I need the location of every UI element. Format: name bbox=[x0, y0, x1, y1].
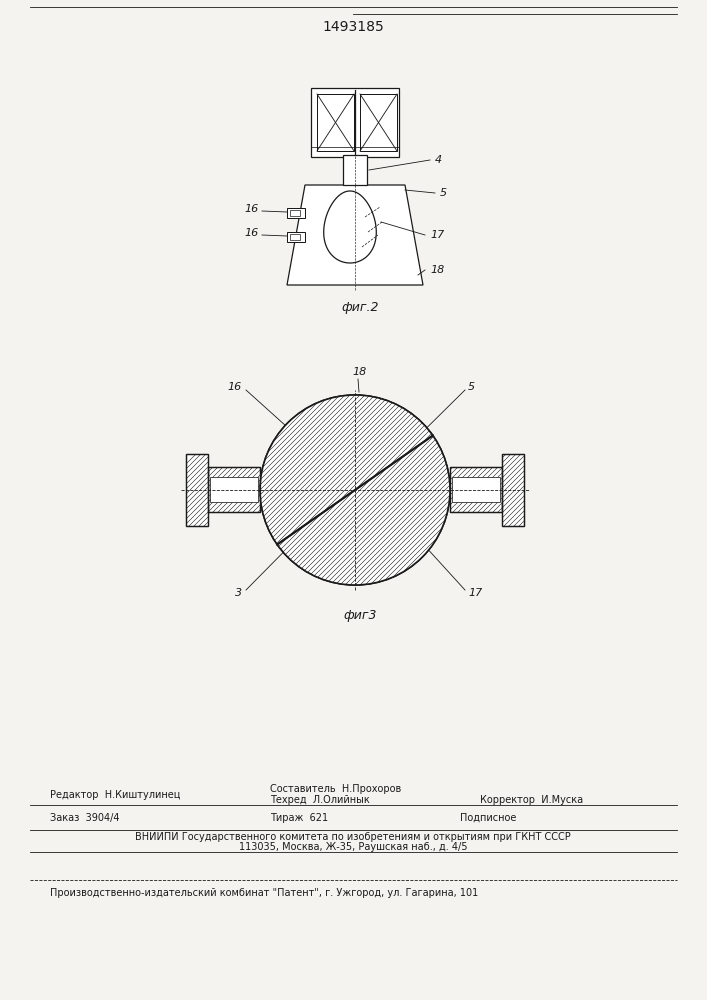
Bar bbox=[450, 467, 502, 512]
Bar bbox=[287, 208, 305, 218]
Text: ВНИИПИ Государственного комитета по изобретениям и открытиям при ГКНТ СССР: ВНИИПИ Государственного комитета по изоб… bbox=[135, 832, 571, 842]
Text: 16: 16 bbox=[245, 204, 259, 214]
Bar bbox=[287, 232, 305, 242]
Text: Составитель  Н.Прохоров: Составитель Н.Прохоров bbox=[270, 784, 402, 794]
Bar bbox=[186, 454, 208, 526]
Text: 18: 18 bbox=[430, 265, 444, 275]
Bar bbox=[290, 234, 300, 240]
Text: 17: 17 bbox=[468, 588, 482, 598]
Text: 5: 5 bbox=[468, 382, 475, 392]
Text: 3: 3 bbox=[235, 588, 242, 598]
Text: 5: 5 bbox=[440, 188, 447, 198]
Bar bbox=[208, 467, 260, 512]
Text: 1493185: 1493185 bbox=[322, 20, 384, 34]
Text: 4: 4 bbox=[435, 155, 442, 165]
Bar bbox=[311, 88, 399, 157]
Polygon shape bbox=[287, 185, 423, 285]
Text: 16: 16 bbox=[245, 228, 259, 238]
Bar bbox=[208, 467, 260, 512]
Text: 18: 18 bbox=[353, 367, 367, 377]
Text: Производственно-издательский комбинат "Патент", г. Ужгород, ул. Гагарина, 101: Производственно-издательский комбинат "П… bbox=[50, 888, 478, 898]
Text: фиг3: фиг3 bbox=[344, 608, 377, 621]
Bar bbox=[502, 454, 524, 526]
Text: 17: 17 bbox=[430, 230, 444, 240]
Bar bbox=[208, 467, 260, 512]
Bar bbox=[343, 155, 367, 185]
Bar bbox=[290, 210, 300, 216]
Bar bbox=[186, 454, 208, 526]
Circle shape bbox=[260, 395, 450, 585]
Text: Корректор  И.Муска: Корректор И.Муска bbox=[480, 795, 583, 805]
Bar bbox=[502, 454, 524, 526]
Polygon shape bbox=[277, 436, 450, 585]
Text: фиг.2: фиг.2 bbox=[341, 300, 379, 314]
Bar bbox=[452, 477, 500, 502]
Polygon shape bbox=[324, 191, 376, 263]
Text: Техред  Л.Олийнык: Техред Л.Олийнык bbox=[270, 795, 370, 805]
Text: Заказ  3904/4: Заказ 3904/4 bbox=[50, 813, 119, 823]
Bar bbox=[360, 94, 397, 151]
Text: Редактор  Н.Киштулинец: Редактор Н.Киштулинец bbox=[50, 790, 180, 800]
Bar bbox=[502, 454, 524, 526]
Bar bbox=[317, 94, 354, 151]
Text: 113035, Москва, Ж-35, Раушская наб., д. 4/5: 113035, Москва, Ж-35, Раушская наб., д. … bbox=[239, 842, 467, 852]
Bar bbox=[450, 467, 502, 512]
Text: Подписное: Подписное bbox=[460, 813, 516, 823]
Bar bbox=[210, 477, 258, 502]
Bar bbox=[450, 467, 502, 512]
Text: Тираж  621: Тираж 621 bbox=[270, 813, 328, 823]
Bar bbox=[186, 454, 208, 526]
Text: 16: 16 bbox=[228, 382, 242, 392]
Polygon shape bbox=[260, 395, 433, 544]
